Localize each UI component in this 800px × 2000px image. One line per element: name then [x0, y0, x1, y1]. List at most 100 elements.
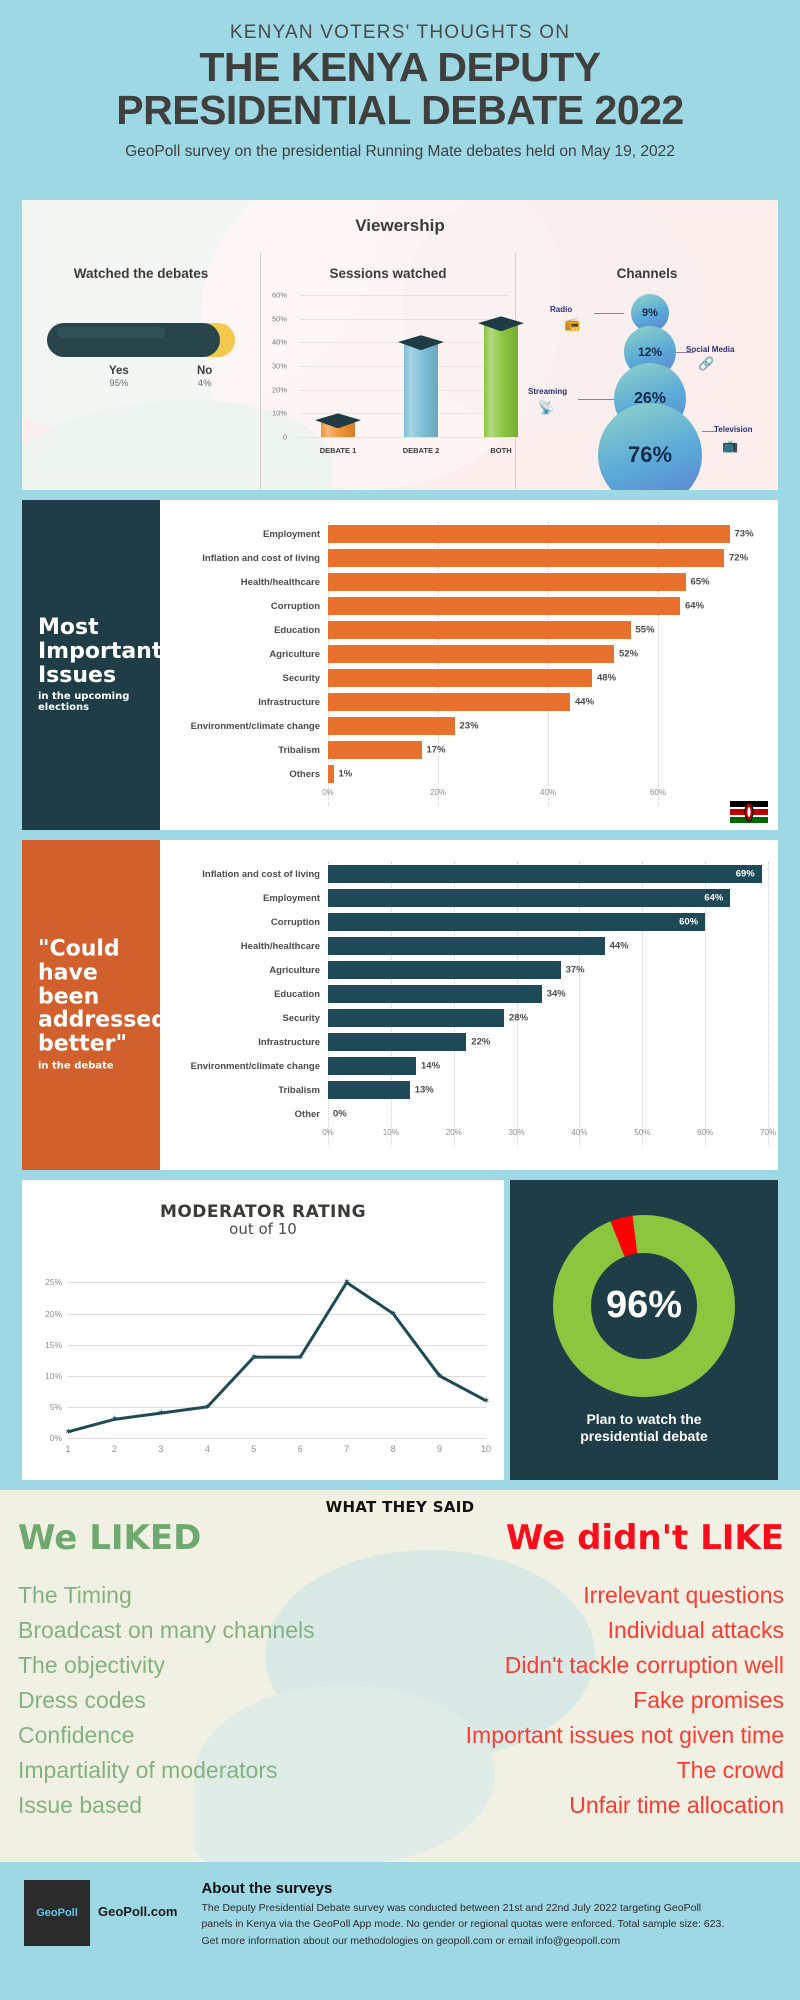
y-axis-tick: 10% — [44, 1370, 62, 1381]
gridline — [68, 1282, 486, 1284]
bubble: 76% — [598, 403, 702, 490]
plan-to-watch-card: 96% Plan to watch the presidential debat… — [510, 1180, 778, 1480]
bar-label: Health/healthcare — [240, 576, 320, 588]
bar-label: Agriculture — [269, 648, 320, 660]
x-axis-tick: DEBATE 1 — [319, 446, 357, 455]
what-they-said-kicker: WHAT THEY SAID — [325, 1498, 475, 1516]
channel-label: Radio — [550, 305, 573, 314]
bar-row: Health/healthcare 44% — [160, 934, 768, 958]
watched-no-label: No 4% — [197, 365, 213, 389]
streaming-icon: 📡 — [538, 400, 555, 415]
bar-value: 64% — [704, 892, 724, 904]
bar-row: Education 34% — [160, 982, 768, 1006]
bar-value: 65% — [690, 576, 710, 588]
bar-value: 13% — [414, 1084, 434, 1096]
gridline — [68, 1344, 486, 1346]
bar — [328, 913, 706, 931]
bar-row: Tribalism 17% — [160, 738, 768, 762]
bar-row: Corruption 64% — [160, 594, 768, 618]
bar-label: Education — [274, 624, 320, 636]
list-item: Confidence — [18, 1721, 135, 1748]
x-axis-tick: 0% — [322, 788, 334, 797]
bar-label: Inflation and cost of living — [202, 552, 320, 564]
watched-debates-chart — [47, 323, 235, 357]
most-important-issues-section: Most Important Issues in the upcoming el… — [22, 500, 778, 830]
bar-row: Agriculture 37% — [160, 958, 768, 982]
bar-row: Health/healthcare 65% — [160, 570, 768, 594]
y-axis-tick: 10% — [271, 408, 287, 418]
we-didnt-like-heading: We didn't LIKE — [505, 1518, 784, 1558]
list-item: The objectivity — [18, 1651, 166, 1678]
x-axis-tick: 60% — [697, 1128, 714, 1137]
y-axis-tick: 60% — [271, 290, 287, 300]
bar-row: Environment/climate change 14% — [160, 1054, 768, 1078]
x-axis-tick: 3 — [158, 1444, 164, 1454]
radio-icon: 📻 — [564, 316, 581, 331]
about-text: The Deputy Presidential Debate survey wa… — [201, 1902, 725, 1947]
bar — [328, 549, 724, 567]
moderator-rating-line-chart: 0% 5% 10% 15% 20% 25% ✶ 1 ✶ 2 ✶ 3 ✶ 4 ✶ 5 ✶ 6 ✶ 7 ✶ 8 ✶ 9 ✶ 10 — [45, 1270, 486, 1454]
channels-block: Channels 9% Radio 📻 12% Social Media 🔗 26% Stre… — [516, 252, 778, 490]
bar-label: Other — [294, 1108, 320, 1120]
x-axis-tick: 60% — [649, 788, 667, 797]
bar-value: 0% — [333, 1108, 347, 1120]
bar — [328, 765, 334, 783]
list-item: Dress codes — [18, 1686, 146, 1713]
list-item: Fake promises — [633, 1686, 784, 1713]
we-liked-heading: We LIKED — [18, 1518, 202, 1558]
channel-label: Television — [714, 425, 753, 434]
sessions-bar-chart: 0 10% 20% 30% 40% 50% 60% DEBATE 1 DEBATE 2 BOTH — [261, 290, 524, 461]
gridline — [68, 1406, 486, 1408]
what-they-said-section: WHAT THEY SAID We LIKED We didn't LIKE T… — [0, 1490, 800, 1862]
data-point: ✶ — [157, 1407, 165, 1418]
bar-value: 52% — [619, 648, 639, 660]
y-axis-tick: 0 — [282, 432, 287, 442]
x-axis-tick: 2 — [111, 1444, 117, 1454]
bar-value: 55% — [635, 624, 655, 636]
bar — [328, 597, 680, 615]
bar-label: Infrastructure — [258, 696, 320, 708]
y-axis-tick: 20% — [271, 385, 287, 395]
bar-value: 72% — [729, 552, 749, 564]
y-axis-tick: 20% — [44, 1308, 62, 1319]
data-point: ✶ — [389, 1308, 398, 1319]
bar-label: Health/healthcare — [240, 940, 320, 952]
better-side-panel: "Could have been addressed better" in th… — [22, 840, 167, 1170]
decorative-shape — [195, 1685, 495, 1862]
list-item: Issue based — [18, 1791, 143, 1818]
better-subheading: in the debate — [38, 1060, 114, 1072]
issues-side-panel: Most Important Issues in the upcoming el… — [22, 500, 162, 830]
donut-value: 96% — [605, 1284, 683, 1326]
gridline — [299, 295, 509, 296]
title-line-1: THE KENYA DEPUTY — [199, 44, 601, 90]
channels-title: Channels — [616, 266, 678, 281]
gridline — [299, 437, 509, 438]
bar-value: 1% — [338, 768, 353, 780]
gridline — [299, 318, 509, 320]
bar-value: 44% — [609, 940, 629, 952]
bar-row: Infrastructure 22% — [160, 1030, 768, 1054]
list-item: Individual attacks — [607, 1616, 784, 1643]
leader-line — [676, 352, 694, 353]
bar — [328, 1057, 416, 1075]
bar — [328, 1009, 504, 1027]
bar-label: Security — [282, 1012, 321, 1024]
bar-value: 28% — [509, 1012, 529, 1024]
x-axis-tick: 5 — [251, 1444, 257, 1454]
bar-row: Education 55% — [160, 618, 768, 642]
list-item: Important issues not given time — [465, 1721, 784, 1748]
bar — [328, 741, 422, 759]
pill-fill-yes — [47, 323, 220, 357]
y-axis-tick: 30% — [271, 361, 287, 371]
x-axis-tick: BOTH — [490, 446, 512, 455]
watched-yes-label: Yes 95% — [109, 365, 129, 389]
data-point: ✶ — [203, 1401, 212, 1412]
bar — [328, 645, 614, 663]
x-axis-tick: DEBATE 2 — [402, 446, 440, 455]
plan-to-watch-caption: Plan to watch the presidential debate — [580, 1410, 708, 1445]
y-axis-tick: 50% — [271, 314, 287, 324]
bar-row: Infrastructure 44% — [160, 690, 768, 714]
page-title: THE KENYA DEPUTY PRESIDENTIAL DEBATE 202… — [0, 46, 800, 131]
x-axis-tick: 0% — [322, 1128, 334, 1137]
